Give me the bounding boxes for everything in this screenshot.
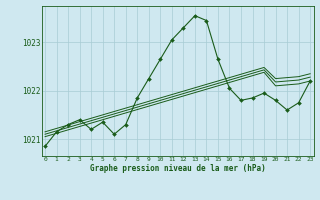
X-axis label: Graphe pression niveau de la mer (hPa): Graphe pression niveau de la mer (hPa)	[90, 164, 266, 173]
